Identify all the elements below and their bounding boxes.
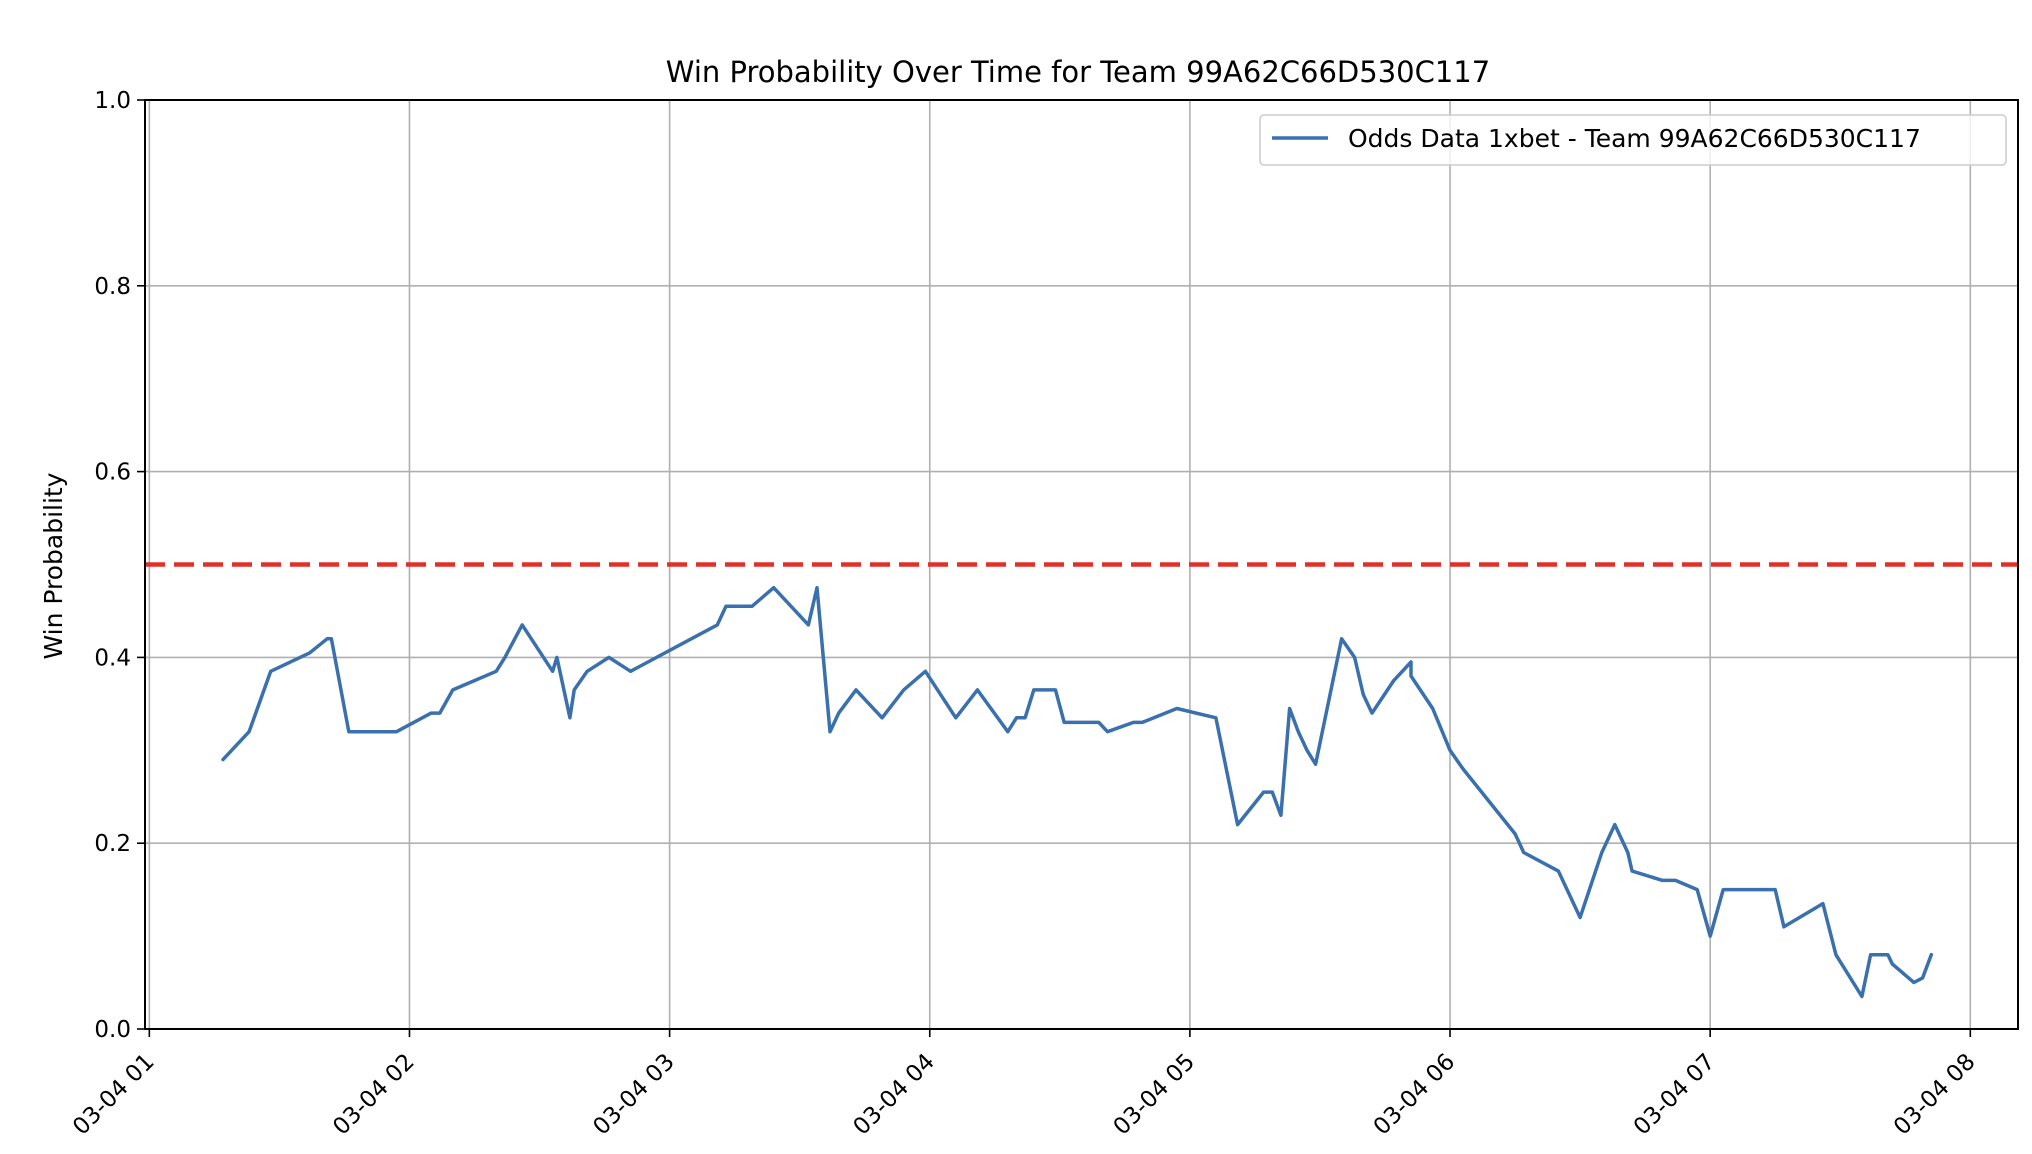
x-tick-label: 03-04 06 <box>1369 1049 1461 1141</box>
legend: Odds Data 1xbet - Team 99A62C66D530C117 <box>1259 114 2007 166</box>
x-ticks: 03-04 01 03-04 02 03-04 03 03-04 04 03-04 05… <box>68 1029 1981 1141</box>
y-tick-label: 0.2 <box>94 831 131 857</box>
plot-frame <box>144 99 2019 1030</box>
legend-box <box>1259 114 2007 166</box>
legend-label: Odds Data 1xbet - Team 99A62C66D530C117 <box>1348 124 1921 153</box>
x-tick-label: 03-04 03 <box>588 1049 680 1141</box>
x-tick-label: 03-04 08 <box>1889 1049 1981 1141</box>
series-layer <box>221 585 1934 999</box>
y-tick-label: 1.0 <box>94 88 131 114</box>
x-tick-label: 03-04 07 <box>1629 1049 1721 1141</box>
x-tick-label: 03-04 05 <box>1109 1049 1201 1141</box>
x-tick-label: 03-04 02 <box>328 1049 420 1141</box>
y-axis-label: Win Probability <box>39 472 68 659</box>
chart-title: Win Probability Over Time for Team 99A62… <box>666 55 1490 89</box>
y-tick-label: 0.0 <box>94 1017 131 1043</box>
y-tick-label: 0.4 <box>94 645 131 671</box>
series-line <box>221 585 1934 999</box>
y-tick-label: 0.6 <box>94 460 131 486</box>
y-tick-label: 0.8 <box>94 274 131 300</box>
x-tick-label: 03-04 01 <box>68 1049 160 1141</box>
x-tick-label: 03-04 04 <box>848 1049 940 1141</box>
y-ticks: 0.0 0.2 0.4 0.6 0.8 1.0 <box>94 88 145 1043</box>
